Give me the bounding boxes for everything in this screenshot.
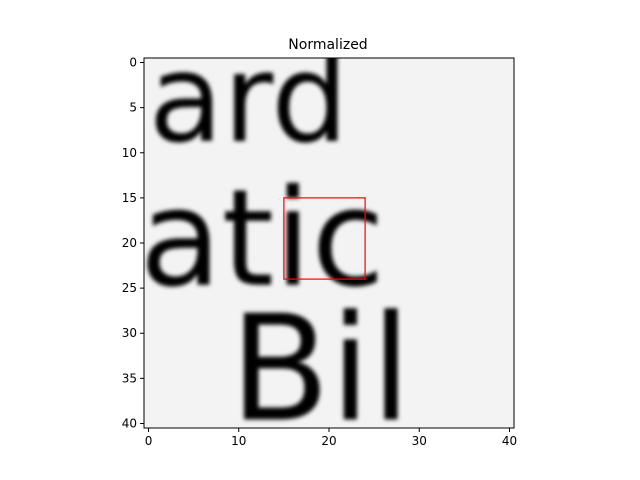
- y-tick-label: 10: [122, 146, 137, 160]
- x-tick-label: 10: [231, 434, 246, 448]
- x-tick-label: 30: [412, 434, 427, 448]
- highlight-box: [283, 197, 366, 280]
- y-tick-label: 30: [122, 326, 137, 340]
- y-tick-label: 0: [129, 56, 137, 70]
- x-axis: 0 10 20 30 40: [145, 428, 517, 448]
- y-tick-label: 15: [122, 191, 137, 205]
- y-tick-label: 40: [122, 416, 137, 430]
- heatmap-text-line: ard: [149, 28, 349, 170]
- heatmap-text-line: Bil: [230, 284, 412, 454]
- y-axis: 0 5 10 15 20 25 30 35 40: [122, 56, 144, 430]
- y-tick-label: 25: [122, 281, 137, 295]
- x-tick-label: 40: [502, 434, 517, 448]
- chart-title: Normalized: [288, 37, 367, 53]
- x-tick-label: 20: [321, 434, 336, 448]
- y-tick-label: 20: [122, 236, 137, 250]
- heatmap-text-line: atic: [139, 161, 385, 317]
- heatmap-background: [144, 58, 514, 428]
- y-tick-label: 35: [122, 371, 137, 385]
- y-tick-label: 5: [129, 101, 137, 115]
- x-tick-label: 0: [145, 434, 153, 448]
